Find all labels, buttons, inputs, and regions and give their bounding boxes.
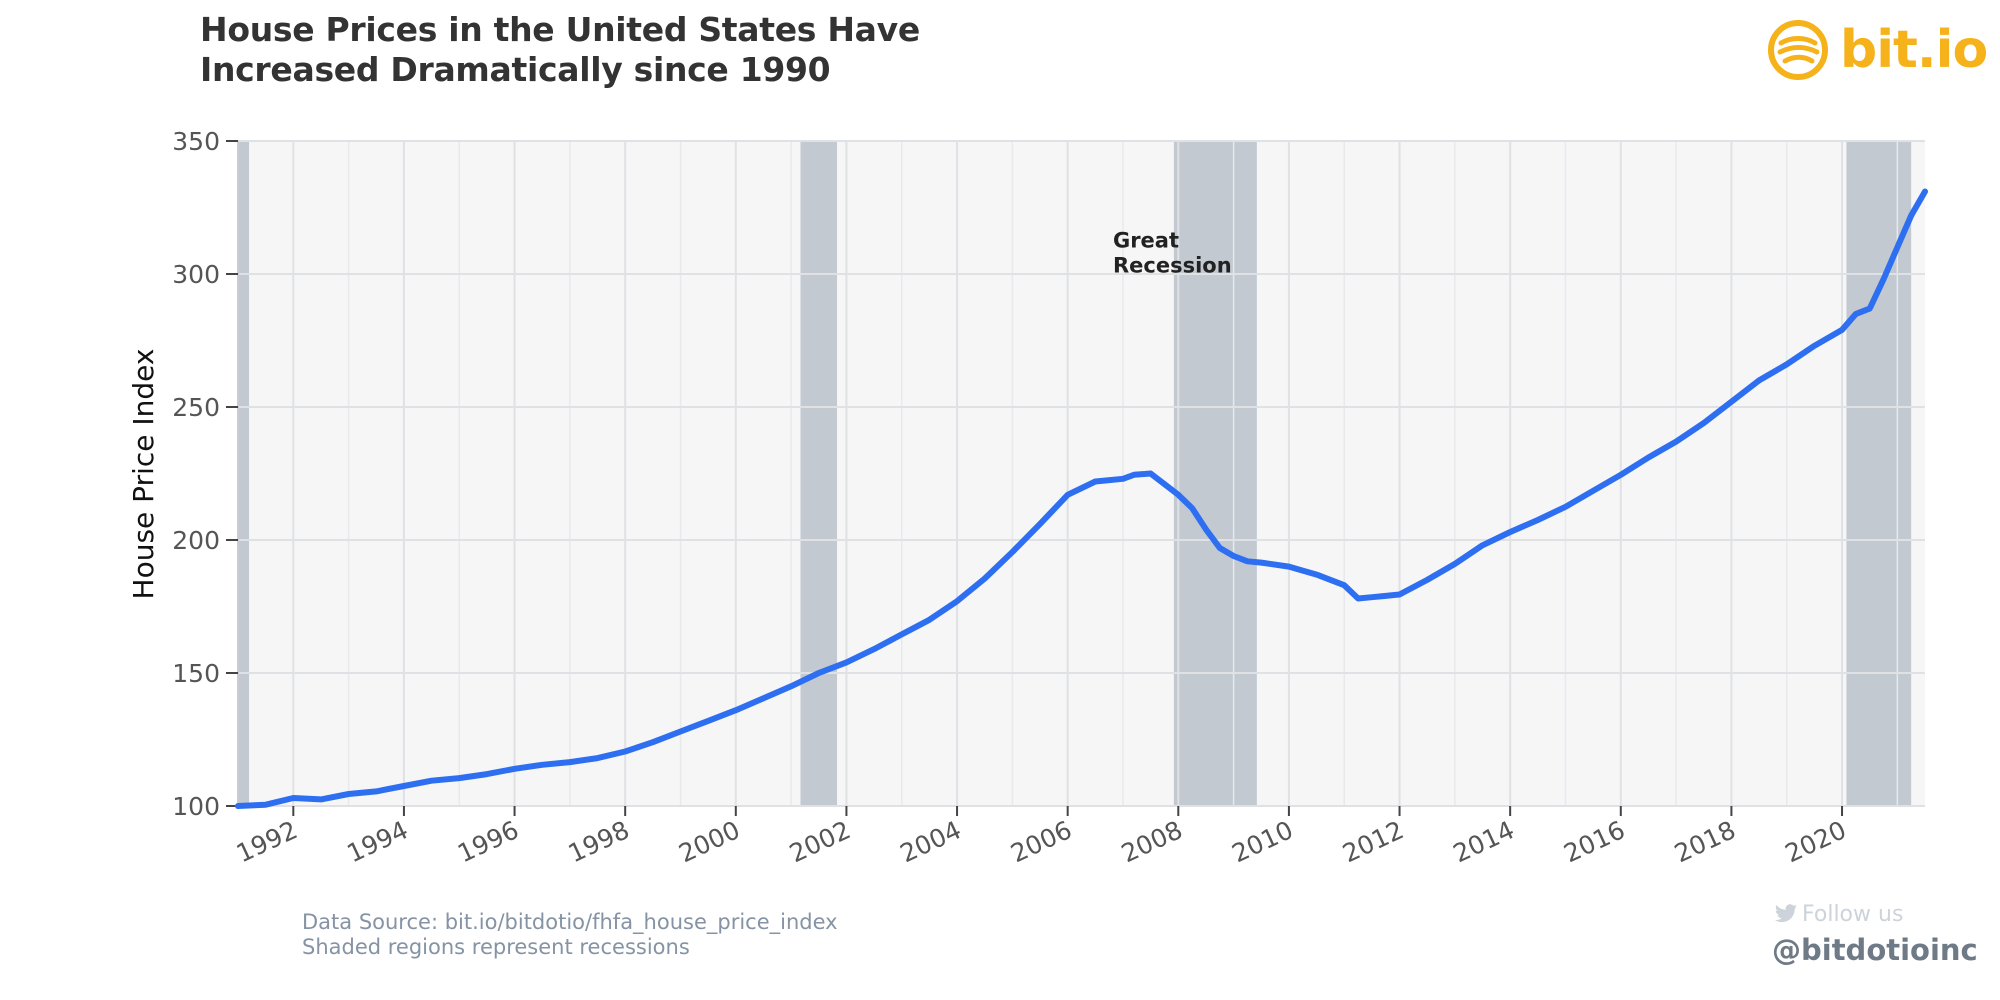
recession-band-4	[1846, 141, 1912, 806]
x-tick-label: 2000	[674, 815, 744, 868]
bitio-logo-icon	[1768, 20, 1828, 80]
x-tick-label: 1992	[232, 815, 302, 868]
x-axis-ticks: 1992 1994 1996 1998 2000 2002 2004 2006 2008 2010…	[232, 806, 1851, 868]
house-price-index-line	[235, 188, 1928, 809]
x-tick-label: 2008	[1117, 815, 1187, 868]
data-source-note: Data Source: bit.io/bitdotio/fhfa_house_…	[302, 910, 838, 934]
recession-band-2	[800, 141, 838, 806]
x-tick-label: 1994	[343, 815, 413, 868]
x-tick-label: 1996	[453, 815, 523, 868]
x-tick-label: 2004	[896, 815, 966, 868]
y-tick-label: 150	[172, 659, 220, 688]
x-tick-label: 2014	[1449, 815, 1519, 868]
x-tick-label: 2002	[785, 815, 855, 868]
chart-title-line-1: House Prices in the United States Have	[200, 10, 920, 49]
annotation-line-1: Great	[1113, 228, 1179, 252]
y-axis-ticks: 100 150 200 250 300 350	[172, 127, 238, 821]
twitter-bird-icon	[1775, 904, 1797, 923]
chart-title-line-2: Increased Dramatically since 1990	[200, 50, 831, 89]
chart-footer: Data Source: bit.io/bitdotio/fhfa_house_…	[302, 910, 838, 960]
chart-title: House Prices in the United States Have I…	[200, 10, 920, 90]
y-tick-label: 350	[172, 127, 220, 156]
recession-bands	[238, 141, 1912, 806]
y-tick-label: 300	[172, 260, 220, 289]
y-tick-label: 200	[172, 526, 220, 555]
grid-lines	[237, 140, 1925, 807]
x-tick-label: 2016	[1559, 815, 1629, 868]
recession-shading-note: Shaded regions represent recessions	[302, 935, 690, 959]
x-tick-label: 1998	[564, 815, 634, 868]
twitter-handle[interactable]: @bitdotioinc	[1772, 933, 1978, 967]
recession-band-1	[238, 141, 250, 806]
x-tick-label: 2012	[1338, 815, 1408, 868]
y-axis-label: House Price Index	[127, 349, 160, 600]
recession-band-3	[1173, 141, 1257, 806]
follow-us-text: Follow us	[1802, 902, 1904, 927]
x-tick-label: 2010	[1228, 815, 1298, 868]
bitio-logo-text: bit.io	[1840, 20, 1988, 80]
annotation-line-2: Recession	[1113, 253, 1232, 277]
follow-us-link[interactable]: Follow us	[1774, 902, 1903, 928]
y-tick-label: 100	[172, 792, 220, 821]
bitio-logo[interactable]: bit.io	[1767, 16, 1988, 84]
x-tick-label: 2018	[1670, 815, 1740, 868]
y-tick-label: 250	[172, 393, 220, 422]
x-tick-label: 2006	[1006, 815, 1076, 868]
x-tick-label: 2020	[1781, 815, 1851, 868]
plot-background	[238, 141, 1925, 806]
